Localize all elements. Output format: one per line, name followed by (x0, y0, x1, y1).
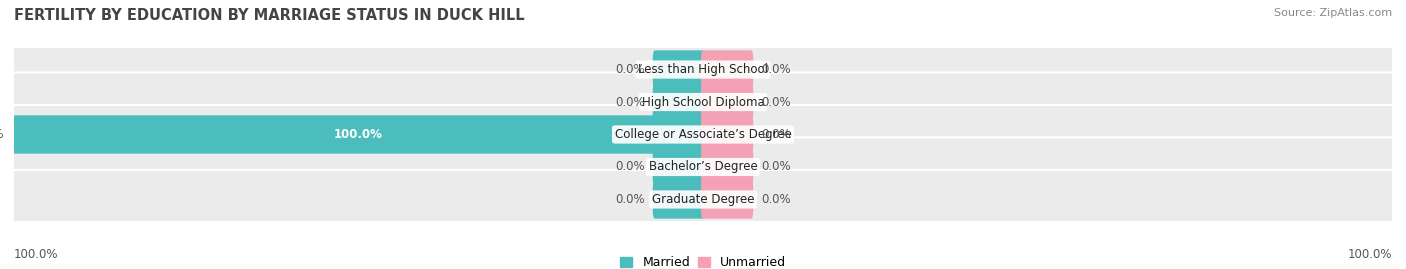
Text: High School Diploma: High School Diploma (641, 95, 765, 108)
Text: 0.0%: 0.0% (762, 63, 792, 76)
Text: 0.0%: 0.0% (762, 95, 792, 108)
Text: Graduate Degree: Graduate Degree (652, 193, 754, 206)
Text: 0.0%: 0.0% (614, 63, 644, 76)
Text: Source: ZipAtlas.com: Source: ZipAtlas.com (1274, 8, 1392, 18)
FancyBboxPatch shape (11, 137, 1395, 197)
Text: 0.0%: 0.0% (614, 193, 644, 206)
Text: College or Associate’s Degree: College or Associate’s Degree (614, 128, 792, 141)
FancyBboxPatch shape (13, 115, 704, 154)
Text: 0.0%: 0.0% (614, 161, 644, 174)
Text: 100.0%: 100.0% (1347, 248, 1392, 261)
Text: Bachelor’s Degree: Bachelor’s Degree (648, 161, 758, 174)
FancyBboxPatch shape (702, 115, 754, 154)
Text: 0.0%: 0.0% (762, 193, 792, 206)
FancyBboxPatch shape (11, 72, 1395, 132)
Text: 0.0%: 0.0% (614, 95, 644, 108)
Text: FERTILITY BY EDUCATION BY MARRIAGE STATUS IN DUCK HILL: FERTILITY BY EDUCATION BY MARRIAGE STATU… (14, 8, 524, 23)
Text: 100.0%: 100.0% (335, 128, 382, 141)
FancyBboxPatch shape (11, 40, 1395, 99)
FancyBboxPatch shape (652, 148, 704, 186)
FancyBboxPatch shape (702, 50, 754, 89)
FancyBboxPatch shape (11, 170, 1395, 229)
FancyBboxPatch shape (702, 180, 754, 219)
Text: 100.0%: 100.0% (14, 248, 59, 261)
Text: 0.0%: 0.0% (762, 161, 792, 174)
Text: 100.0%: 100.0% (0, 128, 4, 141)
FancyBboxPatch shape (652, 180, 704, 219)
FancyBboxPatch shape (702, 83, 754, 121)
Text: Less than High School: Less than High School (638, 63, 768, 76)
FancyBboxPatch shape (702, 148, 754, 186)
FancyBboxPatch shape (652, 50, 704, 89)
Text: 0.0%: 0.0% (762, 128, 792, 141)
FancyBboxPatch shape (652, 83, 704, 121)
FancyBboxPatch shape (11, 105, 1395, 164)
Legend: Married, Unmarried: Married, Unmarried (620, 256, 786, 269)
